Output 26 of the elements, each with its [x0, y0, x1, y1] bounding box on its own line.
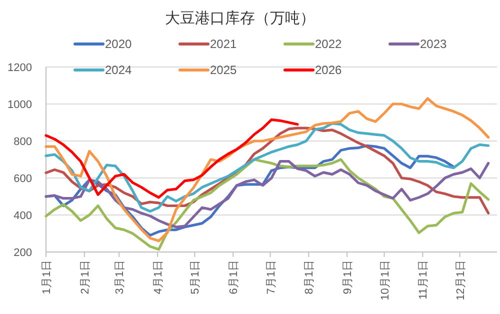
legend-label: 2023 — [420, 37, 448, 51]
legend-label: 2021 — [210, 37, 238, 51]
x-tick-label: 9月1日 — [342, 260, 354, 294]
chart-title: 大豆港口库存（万吨） — [165, 10, 315, 27]
x-tick-label: 10月1日 — [379, 260, 392, 300]
legend-label: 2025 — [210, 63, 238, 77]
legend-label: 2022 — [315, 37, 342, 51]
y-tick-label: 1000 — [8, 99, 32, 111]
legend-label: 2024 — [105, 63, 132, 77]
x-tick-label: 7月1日 — [265, 260, 278, 294]
x-tick-label: 5月1日 — [190, 260, 202, 294]
y-tick-label: 400 — [14, 210, 32, 222]
x-tick-label: 11月1日 — [418, 260, 430, 300]
y-tick-label: 200 — [14, 247, 32, 259]
x-tick-label: 2月1日 — [79, 260, 92, 294]
x-tick-label: 4月1日 — [152, 260, 165, 294]
x-tick-label: 1月1日 — [41, 260, 53, 294]
y-tick-label: 600 — [14, 173, 32, 185]
y-tick-label: 800 — [14, 136, 32, 148]
x-tick-label: 12月1日 — [454, 260, 467, 300]
legend-label: 2026 — [315, 63, 342, 77]
x-tick-label: 3月1日 — [114, 260, 126, 294]
y-tick-label: 1200 — [8, 62, 32, 74]
legend-label: 2020 — [105, 37, 132, 51]
x-tick-label: 6月1日 — [228, 260, 240, 294]
x-tick-label: 8月1日 — [304, 260, 316, 294]
